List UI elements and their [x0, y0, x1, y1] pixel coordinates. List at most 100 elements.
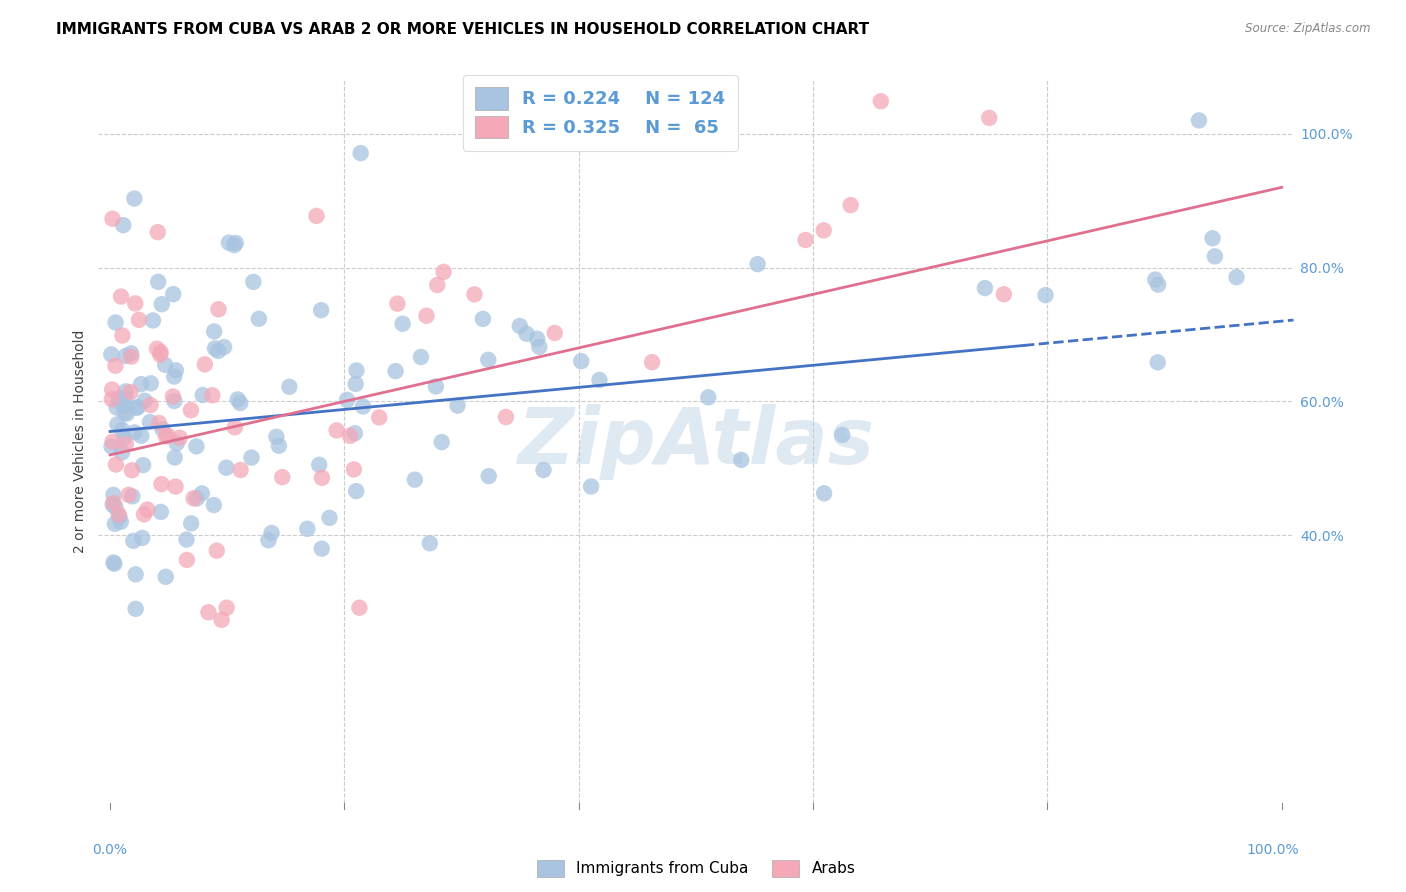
- Point: [163, 450, 186, 465]
- Point: [114, 437, 136, 451]
- Point: [229, 396, 252, 410]
- Point: [194, 357, 217, 371]
- Point: [240, 450, 263, 465]
- Point: [1204, 249, 1226, 263]
- Point: [148, 416, 170, 430]
- Point: [309, 303, 332, 318]
- Point: [124, 425, 146, 440]
- Point: [124, 602, 146, 616]
- Point: [226, 392, 249, 407]
- Point: [136, 502, 159, 516]
- Point: [384, 364, 406, 378]
- Point: [387, 296, 409, 310]
- Point: [127, 400, 149, 414]
- Point: [318, 511, 340, 525]
- Point: [404, 473, 426, 487]
- Point: [305, 209, 328, 223]
- Point: [104, 500, 127, 515]
- Point: [146, 225, 169, 239]
- Point: [101, 434, 124, 449]
- Point: [103, 488, 125, 502]
- Point: [831, 428, 853, 442]
- Point: [149, 348, 172, 362]
- Point: [697, 390, 720, 404]
- Point: [180, 403, 202, 417]
- Point: [101, 392, 124, 407]
- Point: [419, 536, 441, 550]
- Point: [114, 384, 136, 399]
- Point: [215, 600, 238, 615]
- Point: [229, 463, 252, 477]
- Point: [105, 417, 128, 432]
- Point: [409, 350, 432, 364]
- Point: [391, 317, 413, 331]
- Point: [139, 376, 162, 391]
- Point: [813, 223, 835, 237]
- Point: [103, 496, 125, 510]
- Point: [1147, 277, 1170, 292]
- Point: [641, 355, 664, 369]
- Point: [247, 311, 270, 326]
- Point: [120, 350, 142, 364]
- Point: [794, 233, 817, 247]
- Point: [839, 198, 862, 212]
- Point: [110, 515, 132, 529]
- Point: [415, 309, 437, 323]
- Point: [974, 281, 997, 295]
- Point: [515, 326, 537, 341]
- Text: 100.0%: 100.0%: [1247, 843, 1299, 856]
- Point: [813, 486, 835, 500]
- Point: [433, 265, 456, 279]
- Point: [352, 400, 374, 414]
- Point: [1201, 231, 1223, 245]
- Point: [477, 352, 499, 367]
- Point: [101, 383, 124, 397]
- Point: [115, 407, 138, 421]
- Point: [108, 509, 131, 524]
- Point: [111, 328, 134, 343]
- Point: [311, 541, 333, 556]
- Point: [129, 377, 152, 392]
- Point: [346, 363, 368, 377]
- Point: [101, 211, 124, 226]
- Point: [176, 553, 198, 567]
- Point: [267, 439, 290, 453]
- Point: [349, 600, 371, 615]
- Point: [149, 345, 172, 359]
- Point: [186, 491, 208, 506]
- Point: [993, 287, 1015, 301]
- Point: [163, 369, 186, 384]
- Text: ZipAtlas: ZipAtlas: [517, 403, 875, 480]
- Point: [162, 287, 184, 301]
- Point: [215, 460, 238, 475]
- Point: [139, 398, 162, 412]
- Point: [155, 429, 177, 443]
- Point: [153, 358, 176, 372]
- Point: [979, 111, 1001, 125]
- Point: [121, 489, 143, 503]
- Point: [118, 488, 141, 502]
- Point: [162, 389, 184, 403]
- Point: [271, 470, 294, 484]
- Point: [110, 395, 132, 409]
- Point: [104, 316, 127, 330]
- Point: [107, 392, 129, 406]
- Point: [579, 479, 602, 493]
- Point: [425, 379, 447, 393]
- Point: [150, 297, 173, 311]
- Point: [155, 570, 177, 584]
- Point: [180, 516, 202, 531]
- Point: [149, 505, 172, 519]
- Point: [201, 388, 224, 402]
- Point: [509, 319, 531, 334]
- Point: [205, 543, 228, 558]
- Point: [124, 567, 146, 582]
- Point: [197, 605, 219, 619]
- Text: Source: ZipAtlas.com: Source: ZipAtlas.com: [1246, 22, 1371, 36]
- Point: [344, 377, 367, 392]
- Point: [446, 399, 468, 413]
- Point: [112, 430, 135, 444]
- Point: [101, 498, 124, 512]
- Point: [163, 394, 186, 409]
- Point: [344, 484, 367, 499]
